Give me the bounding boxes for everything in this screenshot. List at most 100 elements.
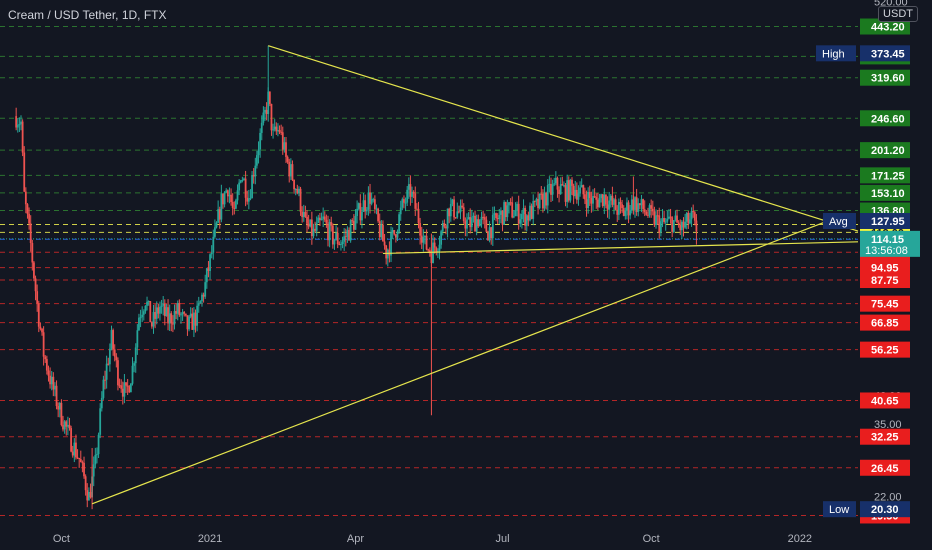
candle-body xyxy=(139,317,142,319)
candle-body xyxy=(542,193,544,209)
candle-body xyxy=(265,109,268,115)
price-line-tag xyxy=(860,259,910,276)
candle-body xyxy=(86,490,89,501)
candle-body xyxy=(110,330,113,349)
candle-body xyxy=(608,200,611,210)
time-tick-label: Apr xyxy=(347,533,364,545)
time-axis-background xyxy=(0,528,932,550)
candle-body xyxy=(428,250,431,253)
candle-body xyxy=(635,197,638,212)
candle-body xyxy=(524,208,527,226)
candle-body xyxy=(281,132,284,150)
candle-body xyxy=(572,185,575,197)
candle-body xyxy=(315,222,318,231)
trendline xyxy=(268,45,859,232)
candle-body xyxy=(256,155,258,166)
candle-body xyxy=(488,227,491,241)
candle-body xyxy=(655,215,657,226)
candle-body xyxy=(336,233,339,245)
candle-body xyxy=(251,174,253,199)
candle-body xyxy=(580,185,583,188)
candle-body xyxy=(154,312,157,319)
stat-high-label: 373.45 xyxy=(871,48,905,60)
candle-body xyxy=(606,204,609,210)
candle-body xyxy=(470,217,473,228)
candle-body xyxy=(464,221,467,229)
candle-body xyxy=(76,457,79,459)
candle-body xyxy=(236,190,239,201)
candle-body xyxy=(83,462,85,477)
candle-body xyxy=(277,130,279,132)
candle-body xyxy=(299,188,302,212)
candle-body xyxy=(78,457,81,460)
candle-body xyxy=(419,223,422,236)
candle-body xyxy=(298,188,300,194)
symbol-title[interactable]: Cream / USD Tether, 1D, FTX xyxy=(8,8,167,22)
candle-body xyxy=(280,131,283,133)
candle-body xyxy=(192,312,195,330)
price-line-tag xyxy=(860,295,910,312)
candle-body xyxy=(178,303,181,316)
candle-body xyxy=(553,183,556,185)
candle-body xyxy=(162,303,165,306)
candle-body xyxy=(45,359,48,371)
candle-body xyxy=(328,222,331,241)
time-axis[interactable]: Oct 2021 Apr Jul Oct 2022 xyxy=(0,528,932,550)
candle-body xyxy=(217,209,220,223)
candle-body xyxy=(668,216,670,219)
candle-body xyxy=(87,491,90,501)
candle-body xyxy=(596,199,599,208)
candle-body xyxy=(293,179,295,190)
candle-body xyxy=(84,476,87,491)
candle-body xyxy=(196,305,199,326)
candle-body xyxy=(286,156,289,162)
candle-body xyxy=(582,185,585,195)
candle-body xyxy=(134,347,137,364)
candle-body xyxy=(658,215,661,233)
price-axis[interactable]: 520.0042.0035.0022.00443.20366.20319.602… xyxy=(816,0,932,528)
candle-body xyxy=(394,234,397,238)
candle-body xyxy=(491,214,494,239)
candle-body xyxy=(676,215,678,223)
candle-body xyxy=(319,217,321,221)
candle-body xyxy=(31,242,34,263)
currency-badge[interactable]: USDT xyxy=(878,6,918,22)
price-line-tag xyxy=(860,142,910,159)
candle-body xyxy=(393,230,396,235)
candle-body xyxy=(624,210,627,216)
candle-body xyxy=(49,375,51,385)
candle-body xyxy=(682,221,685,228)
candle-body xyxy=(129,383,132,393)
candle-body xyxy=(609,195,612,201)
candle-body xyxy=(173,311,176,325)
candle-body xyxy=(567,180,570,201)
candle-body xyxy=(75,442,77,458)
candle-body xyxy=(247,198,250,202)
candle-body xyxy=(548,183,551,186)
stat-low-tag xyxy=(860,501,910,518)
candle-body xyxy=(218,209,221,220)
candle-body xyxy=(288,161,291,177)
candle-body xyxy=(79,459,82,463)
price-line-label: 171.25 xyxy=(871,170,905,182)
candle-body xyxy=(545,192,548,206)
candle-body xyxy=(302,212,305,218)
candle-body xyxy=(41,328,43,333)
candle-body xyxy=(365,209,368,212)
candle-body xyxy=(325,219,328,224)
candle-body xyxy=(294,189,297,191)
candle-body xyxy=(168,313,171,324)
candle-body xyxy=(621,204,623,209)
candle-body xyxy=(112,330,115,350)
candle-body xyxy=(228,194,231,197)
candle-body xyxy=(592,196,594,204)
candle-body xyxy=(383,241,386,246)
candle-body xyxy=(656,215,659,217)
candle-body xyxy=(533,201,536,203)
candle-body xyxy=(399,207,402,215)
candle-body xyxy=(448,208,451,217)
time-tick-label: Oct xyxy=(53,533,70,545)
candle-body xyxy=(207,268,210,271)
candle-body xyxy=(202,294,205,297)
